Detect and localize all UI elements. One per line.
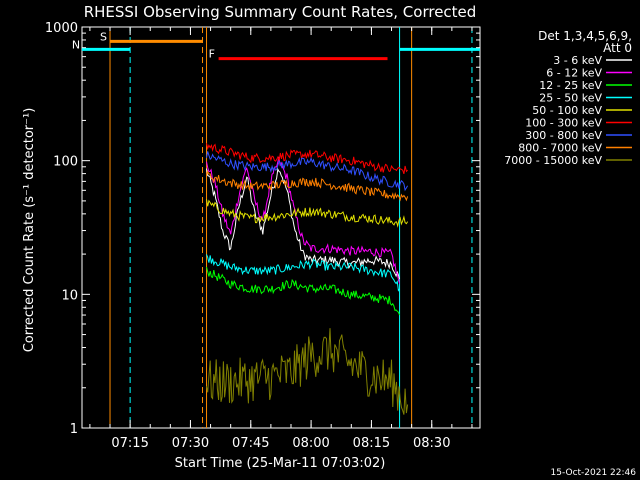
series-line <box>206 167 401 280</box>
legend-header-line-2: Att 0 <box>603 41 632 55</box>
x-tick-label: 07:15 <box>111 436 148 451</box>
legend-label: 7000 - 15000 keV <box>504 154 602 167</box>
legend-label: 6 - 12 keV <box>546 67 602 80</box>
x-tick-label: 07:30 <box>172 436 209 451</box>
y-tick-label: 1000 <box>45 21 78 36</box>
y-tick-label: 100 <box>53 155 78 170</box>
series-line <box>206 151 409 192</box>
interval-label: S <box>100 30 107 43</box>
series-line <box>206 156 401 284</box>
x-tick-label: 07:45 <box>232 436 269 451</box>
plot-frame <box>81 26 481 429</box>
interval-annotations: S N F <box>72 30 480 61</box>
legend-label: 800 - 7000 keV <box>518 142 602 155</box>
y-tick-label: 1 <box>70 422 78 437</box>
legend-label: 25 - 50 keV <box>539 92 602 105</box>
x-axis: 07:15 07:30 07:45 08:00 08:15 08:30 <box>89 27 473 451</box>
series-line <box>206 328 409 415</box>
interval-label: F <box>209 48 215 61</box>
y-axis: 1 10 100 1000 <box>45 21 480 437</box>
legend-label: 100 - 300 keV <box>525 117 602 130</box>
y-tick-label: 10 <box>61 288 78 303</box>
series-line <box>206 266 401 316</box>
legend-label: 12 - 25 keV <box>539 79 602 92</box>
x-axis-label: Start Time (25-Mar-11 07:03:02) <box>175 456 386 471</box>
legend-label: 3 - 6 keV <box>553 54 602 67</box>
series-line <box>206 254 400 292</box>
interval-label: N <box>72 38 80 51</box>
series-line <box>206 169 409 202</box>
chart-title: RHESSI Observing Summary Count Rates, Co… <box>84 3 477 21</box>
series-line <box>206 142 408 175</box>
x-tick-label: 08:15 <box>353 436 390 451</box>
legend-label: 300 - 800 keV <box>525 129 602 142</box>
x-tick-label: 08:00 <box>292 436 329 451</box>
legend-header-line-1: Det 1,3,4,5,6,9, <box>538 29 632 43</box>
series-line <box>206 199 409 228</box>
time-interval-lines <box>109 27 473 428</box>
legend-label: 50 - 100 keV <box>532 104 602 117</box>
x-tick-label: 08:30 <box>413 436 450 451</box>
y-axis-label: Corrected Count Rate (s⁻¹ detector⁻¹) <box>22 108 37 353</box>
timestamp: 15-Oct-2021 22:46 <box>551 468 637 478</box>
series-group <box>206 142 409 415</box>
